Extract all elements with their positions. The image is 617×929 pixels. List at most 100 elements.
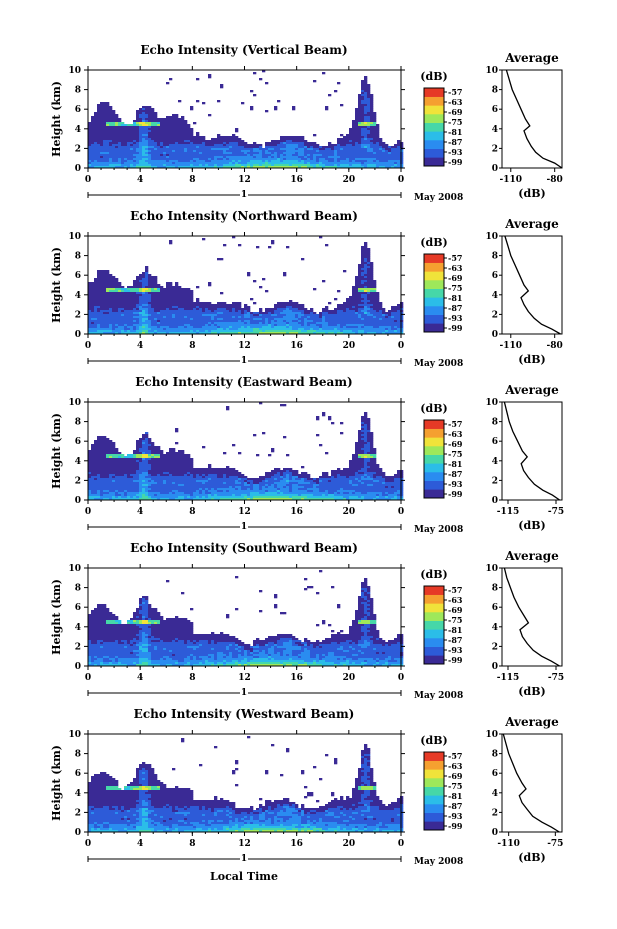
- heatmap-cell: [145, 164, 149, 167]
- heatmap-cell: [118, 288, 122, 291]
- heatmap-cell: [226, 150, 230, 153]
- heatmap-cell: [112, 498, 116, 501]
- heatmap-cell: [157, 296, 161, 299]
- heatmap-cell: [367, 114, 371, 117]
- heatmap-cell: [106, 114, 110, 117]
- heatmap-cell: [307, 144, 311, 147]
- x-tick-label: 0: [398, 341, 404, 351]
- heatmap-cell: [304, 140, 308, 143]
- heatmap-cell: [151, 292, 155, 295]
- heatmap-cell: [88, 482, 92, 485]
- heatmap-cell: [196, 148, 200, 151]
- heatmap-cell: [376, 294, 380, 297]
- heatmap-cell: [118, 472, 122, 475]
- heatmap-cell: [394, 312, 398, 315]
- heatmap-cell: [370, 136, 374, 139]
- heatmap-cell: [358, 320, 362, 323]
- heatmap-cell: [139, 316, 143, 319]
- heatmap-cell: [370, 148, 374, 151]
- heatmap-cell: [235, 156, 239, 159]
- heatmap-cell: [340, 324, 344, 327]
- heatmap-cell: [100, 468, 104, 471]
- heatmap-cell: [181, 146, 185, 149]
- heatmap-cell: [367, 316, 371, 319]
- heatmap-cell: [178, 330, 182, 333]
- heatmap-cell: [115, 116, 119, 119]
- heatmap-cell: [139, 294, 143, 297]
- heatmap-cell: [145, 310, 149, 313]
- heatmap-cell: [109, 454, 113, 457]
- heatmap-cell: [301, 308, 305, 311]
- heatmap-cell: [169, 142, 173, 145]
- heatmap-cell: [349, 144, 353, 147]
- heatmap-cell: [253, 156, 257, 159]
- heatmap-cell: [223, 324, 227, 327]
- heatmap-cell: [256, 312, 260, 315]
- heatmap-cell: [133, 332, 137, 335]
- heatmap-cell: [139, 150, 143, 153]
- heatmap-cell: [367, 264, 371, 267]
- heatmap-cell: [247, 144, 251, 147]
- heatmap-cell: [286, 140, 290, 143]
- heatmap-cell: [115, 466, 119, 469]
- heatmap-cell: [322, 314, 326, 317]
- heatmap-cell: [364, 310, 368, 313]
- heatmap-cell: [274, 158, 278, 161]
- heatmap-cell: [100, 310, 104, 313]
- heatmap-cell: [130, 494, 134, 497]
- heatmap-cell: [91, 496, 95, 499]
- heatmap-cell: [208, 164, 212, 167]
- heatmap-cell: [301, 146, 305, 149]
- heatmap-cell: [166, 144, 170, 147]
- heatmap-cell: [289, 320, 293, 323]
- heatmap-cell: [337, 148, 341, 151]
- heatmap-cell: [100, 488, 104, 491]
- avg-y-tick-label: 10: [485, 232, 498, 242]
- heatmap-cell: [100, 148, 104, 151]
- heatmap-cell: [103, 280, 107, 283]
- heatmap-cell: [130, 304, 134, 307]
- heatmap-cell: [370, 104, 374, 107]
- heatmap-cell: [172, 286, 176, 289]
- heatmap-cell: [385, 328, 389, 331]
- heatmap-cell: [241, 164, 245, 167]
- heatmap-cell: [154, 306, 158, 309]
- heatmap-cell: [307, 312, 311, 315]
- heatmap-cell: [184, 120, 188, 123]
- heatmap-cell: [352, 314, 356, 317]
- heatmap-cell: [349, 162, 353, 165]
- heatmap-cell: [286, 144, 290, 147]
- heatmap-cell: [121, 462, 125, 465]
- heatmap-cell: [112, 324, 116, 327]
- avg-y-tick-label: 0: [492, 164, 498, 174]
- heatmap-cell: [88, 140, 92, 143]
- heatmap-cell: [352, 138, 356, 141]
- heatmap-cell: [121, 328, 125, 331]
- heatmap-cell: [127, 458, 131, 461]
- heatmap-cell: [226, 158, 230, 161]
- heatmap-cell: [106, 312, 110, 315]
- heatmap-cell: [376, 318, 380, 321]
- heatmap-cell: [340, 160, 344, 163]
- heatmap-cell: [163, 288, 167, 291]
- heatmap-cell: [226, 160, 230, 163]
- heatmap-cell: [97, 460, 101, 463]
- heatmap-cell: [94, 150, 98, 153]
- heatmap-cell: [124, 484, 128, 487]
- heatmap-cell: [133, 132, 137, 135]
- heatmap-cell: [103, 496, 107, 499]
- heatmap-cell: [232, 158, 236, 161]
- heatmap-cell: [238, 326, 242, 329]
- heatmap-cell: [157, 318, 161, 321]
- heatmap-cell: [172, 130, 176, 133]
- heatmap-cell: [250, 152, 254, 155]
- heatmap-cell: [145, 152, 149, 155]
- heatmap-cell: [106, 158, 110, 161]
- heatmap-cell: [178, 296, 182, 299]
- heatmap-cell: [148, 296, 152, 299]
- heatmap-cell: [127, 138, 131, 141]
- heatmap-cell: [310, 316, 314, 319]
- heatmap-cell: [103, 142, 107, 145]
- heatmap-cell: [106, 116, 110, 119]
- heatmap-cell: [283, 152, 287, 155]
